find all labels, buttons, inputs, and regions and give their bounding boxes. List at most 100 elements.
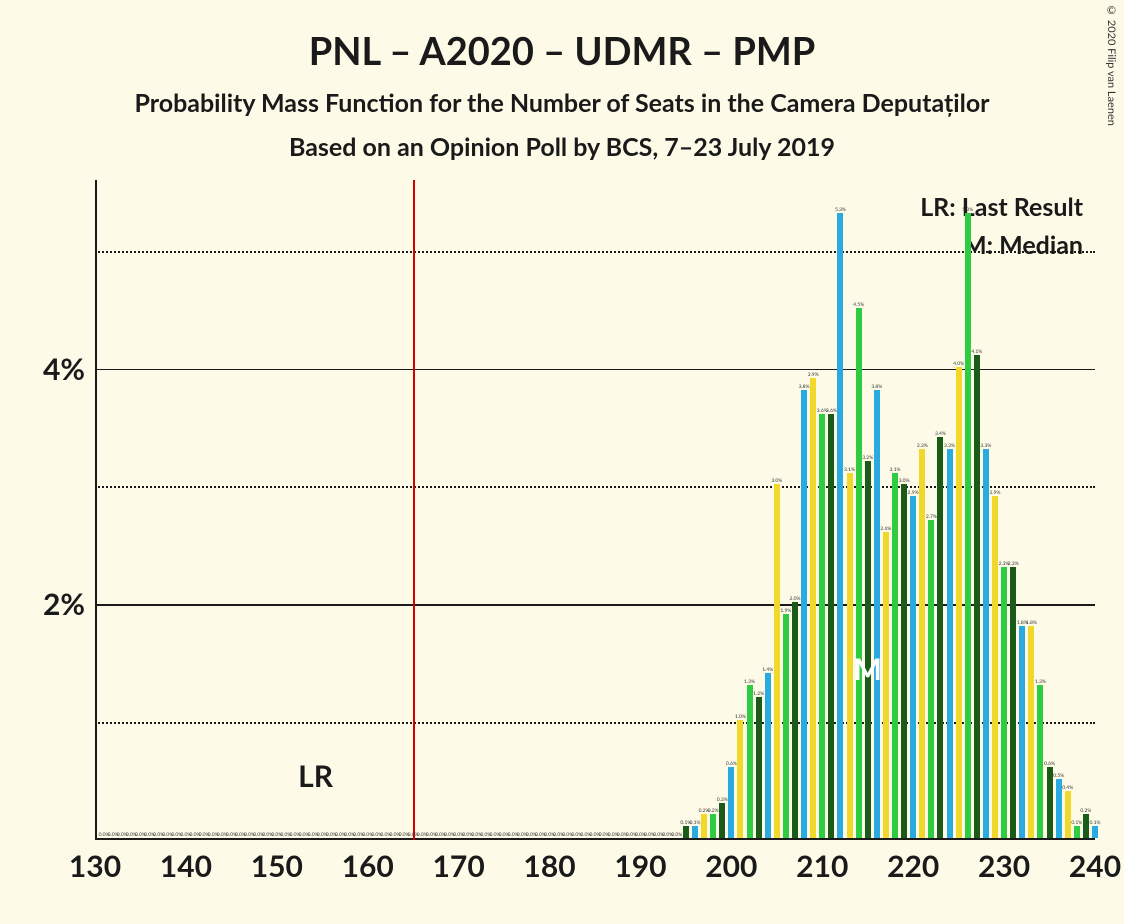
grid-line-minor <box>95 251 1095 253</box>
bar <box>928 520 934 838</box>
bar-value-label: 1.9% <box>780 608 791 614</box>
bar-value-label: 4.1% <box>971 349 982 355</box>
x-axis-label: 220 <box>887 848 939 884</box>
bar <box>865 461 871 838</box>
legend-median: M: Median <box>963 230 1083 260</box>
bar <box>801 390 807 838</box>
grid-line-minor <box>95 722 1095 724</box>
bar <box>692 826 698 838</box>
x-axis-label: 150 <box>251 848 303 884</box>
bar-value-label: 2.7% <box>926 514 937 520</box>
bar <box>819 414 825 838</box>
bar <box>719 803 725 838</box>
bar <box>910 496 916 838</box>
bar <box>847 473 853 838</box>
bar-value-label: 2.9% <box>908 490 919 496</box>
grid-line-major <box>95 604 1095 606</box>
bar-value-label: 0.1% <box>1090 820 1101 826</box>
bar <box>747 685 753 838</box>
bar-value-label: 3.1% <box>890 467 901 473</box>
bar <box>792 602 798 838</box>
bar-value-label: 3.3% <box>980 443 991 449</box>
bar-value-label: 0.1% <box>690 820 701 826</box>
bar-value-label: 0.3% <box>717 797 728 803</box>
bar-value-label: 3.0% <box>771 478 782 484</box>
bar-value-label: 2.6% <box>880 526 891 532</box>
x-axis-label: 230 <box>978 848 1030 884</box>
y-axis-label: 4% <box>43 351 85 387</box>
bar <box>1092 826 1098 838</box>
last-result-label: LR <box>298 758 333 794</box>
bar <box>1001 567 1007 838</box>
bar-value-label: 1.8% <box>1026 620 1037 626</box>
bar-value-label: 0.1% <box>1071 820 1082 826</box>
bar-value-label: 3.9% <box>808 372 819 378</box>
bar-value-label: 3.1% <box>844 467 855 473</box>
x-axis-label: 200 <box>705 848 757 884</box>
bar <box>983 449 989 838</box>
bar-value-label: 3.3% <box>917 443 928 449</box>
plot-area: LR: Last Result M: Median 2%4%1301401501… <box>95 180 1095 840</box>
bar-value-label: 1.0% <box>735 714 746 720</box>
last-result-line <box>413 180 415 840</box>
bar <box>947 449 953 838</box>
bar <box>956 367 962 838</box>
bar <box>1047 767 1053 838</box>
bar-value-label: 0.2% <box>708 808 719 814</box>
bar-value-label: 2.3% <box>1008 561 1019 567</box>
median-label: M <box>854 651 882 687</box>
x-axis-label: 140 <box>160 848 212 884</box>
x-axis-label: 190 <box>614 848 666 884</box>
bar-value-label: 4.5% <box>853 302 864 308</box>
chart-title: PNL – A2020 – UDMR – PMP <box>0 28 1124 74</box>
bar <box>683 826 689 838</box>
x-axis-label: 180 <box>523 848 575 884</box>
bar <box>1065 791 1071 838</box>
bar <box>1074 826 1080 838</box>
grid-line-minor <box>95 486 1095 488</box>
grid-line-major <box>95 369 1095 371</box>
bar <box>992 496 998 838</box>
bar <box>892 473 898 838</box>
bar <box>919 449 925 838</box>
bar-value-label: 0.4% <box>1062 785 1073 791</box>
bar-value-label: 4.0% <box>953 361 964 367</box>
bar <box>1010 567 1016 838</box>
bar <box>874 390 880 838</box>
bar-value-label: 0.0% <box>671 832 682 838</box>
chart-subtitle-1: Probability Mass Function for the Number… <box>0 88 1124 118</box>
bar-value-label: 1.2% <box>753 691 764 697</box>
bar <box>810 378 816 838</box>
x-axis-label: 240 <box>1069 848 1121 884</box>
legend-last-result: LR: Last Result <box>920 192 1083 222</box>
bar-value-label: 1.3% <box>1035 679 1046 685</box>
bar <box>828 414 834 838</box>
bar <box>1019 626 1025 838</box>
bar <box>974 355 980 838</box>
bar <box>1056 779 1062 838</box>
bar <box>765 673 771 838</box>
x-axis-label: 130 <box>69 848 121 884</box>
bar <box>937 437 943 838</box>
bar <box>710 814 716 838</box>
bar <box>1037 685 1043 838</box>
bar-value-label: 5.3% <box>962 207 973 213</box>
bar <box>783 614 789 838</box>
bar-value-label: 3.8% <box>871 384 882 390</box>
x-axis-label: 210 <box>796 848 848 884</box>
bar-value-label: 2.9% <box>990 490 1001 496</box>
bar <box>1083 814 1089 838</box>
bar-value-label: 3.4% <box>935 431 946 437</box>
bar <box>901 484 907 838</box>
bar-value-label: 1.4% <box>762 667 773 673</box>
bar-value-label: 0.6% <box>1044 761 1055 767</box>
bar <box>856 308 862 838</box>
bar-value-label: 0.6% <box>726 761 737 767</box>
bar-value-label: 3.8% <box>799 384 810 390</box>
bar-value-label: 3.6% <box>826 408 837 414</box>
bar-value-label: 0.5% <box>1053 773 1064 779</box>
bar-value-label: 0.2% <box>1080 808 1091 814</box>
bar <box>756 697 762 838</box>
x-axis-label: 160 <box>342 848 394 884</box>
bar <box>883 532 889 838</box>
